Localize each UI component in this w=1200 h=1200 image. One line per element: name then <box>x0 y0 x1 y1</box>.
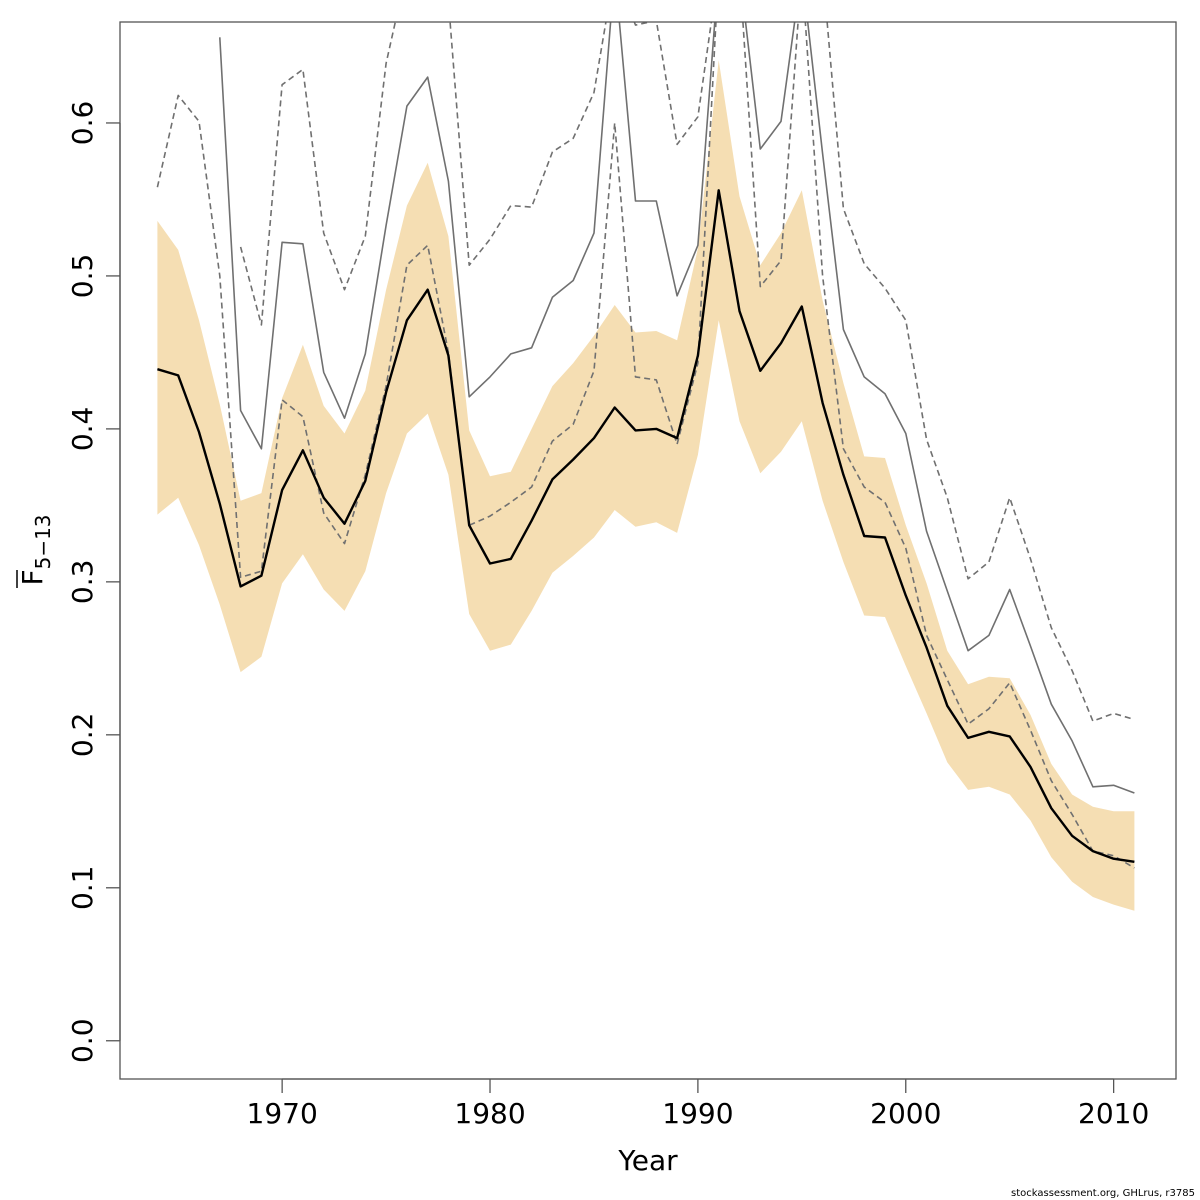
x-axis-title: Year <box>617 1144 678 1177</box>
x-axis: 1970 1980 1990 2000 2010 <box>247 1078 1149 1130</box>
y-tick-label: 0.4 <box>66 407 99 452</box>
dashed-line-2 <box>156 22 1135 869</box>
y-axis-title: F5−13 <box>16 514 55 588</box>
y-tick-label: 0.2 <box>66 713 99 758</box>
plot-layer <box>156 22 1135 911</box>
y-axis-title-main: F <box>16 569 49 585</box>
x-tick-label: 2000 <box>870 1097 941 1130</box>
dashed-line-3 <box>239 22 1135 722</box>
estimate-line <box>157 189 1135 863</box>
credit-text: stockassessment.org, GHLrus, r3785 <box>1011 1188 1195 1199</box>
svg-text:F5−13: F5−13 <box>16 514 55 585</box>
x-tick-label: 1980 <box>454 1097 525 1130</box>
y-tick-label: 0.1 <box>66 866 99 911</box>
y-axis-title-subscript: 5−13 <box>31 514 55 569</box>
y-tick-label: 0.6 <box>66 101 99 146</box>
y-tick-label: 0.3 <box>66 560 99 605</box>
x-tick-label: 1970 <box>247 1097 318 1130</box>
x-tick-label: 2010 <box>1078 1097 1149 1130</box>
x-tick-label: 1990 <box>662 1097 733 1130</box>
y-axis: 0.0 0.1 0.2 0.3 0.4 0.5 0.6 <box>66 101 121 1063</box>
y-tick-label: 0.0 <box>66 1018 99 1063</box>
solid-grey-line-1 <box>219 22 1135 794</box>
y-tick-label: 0.5 <box>66 254 99 299</box>
confidence-band <box>157 60 1135 911</box>
